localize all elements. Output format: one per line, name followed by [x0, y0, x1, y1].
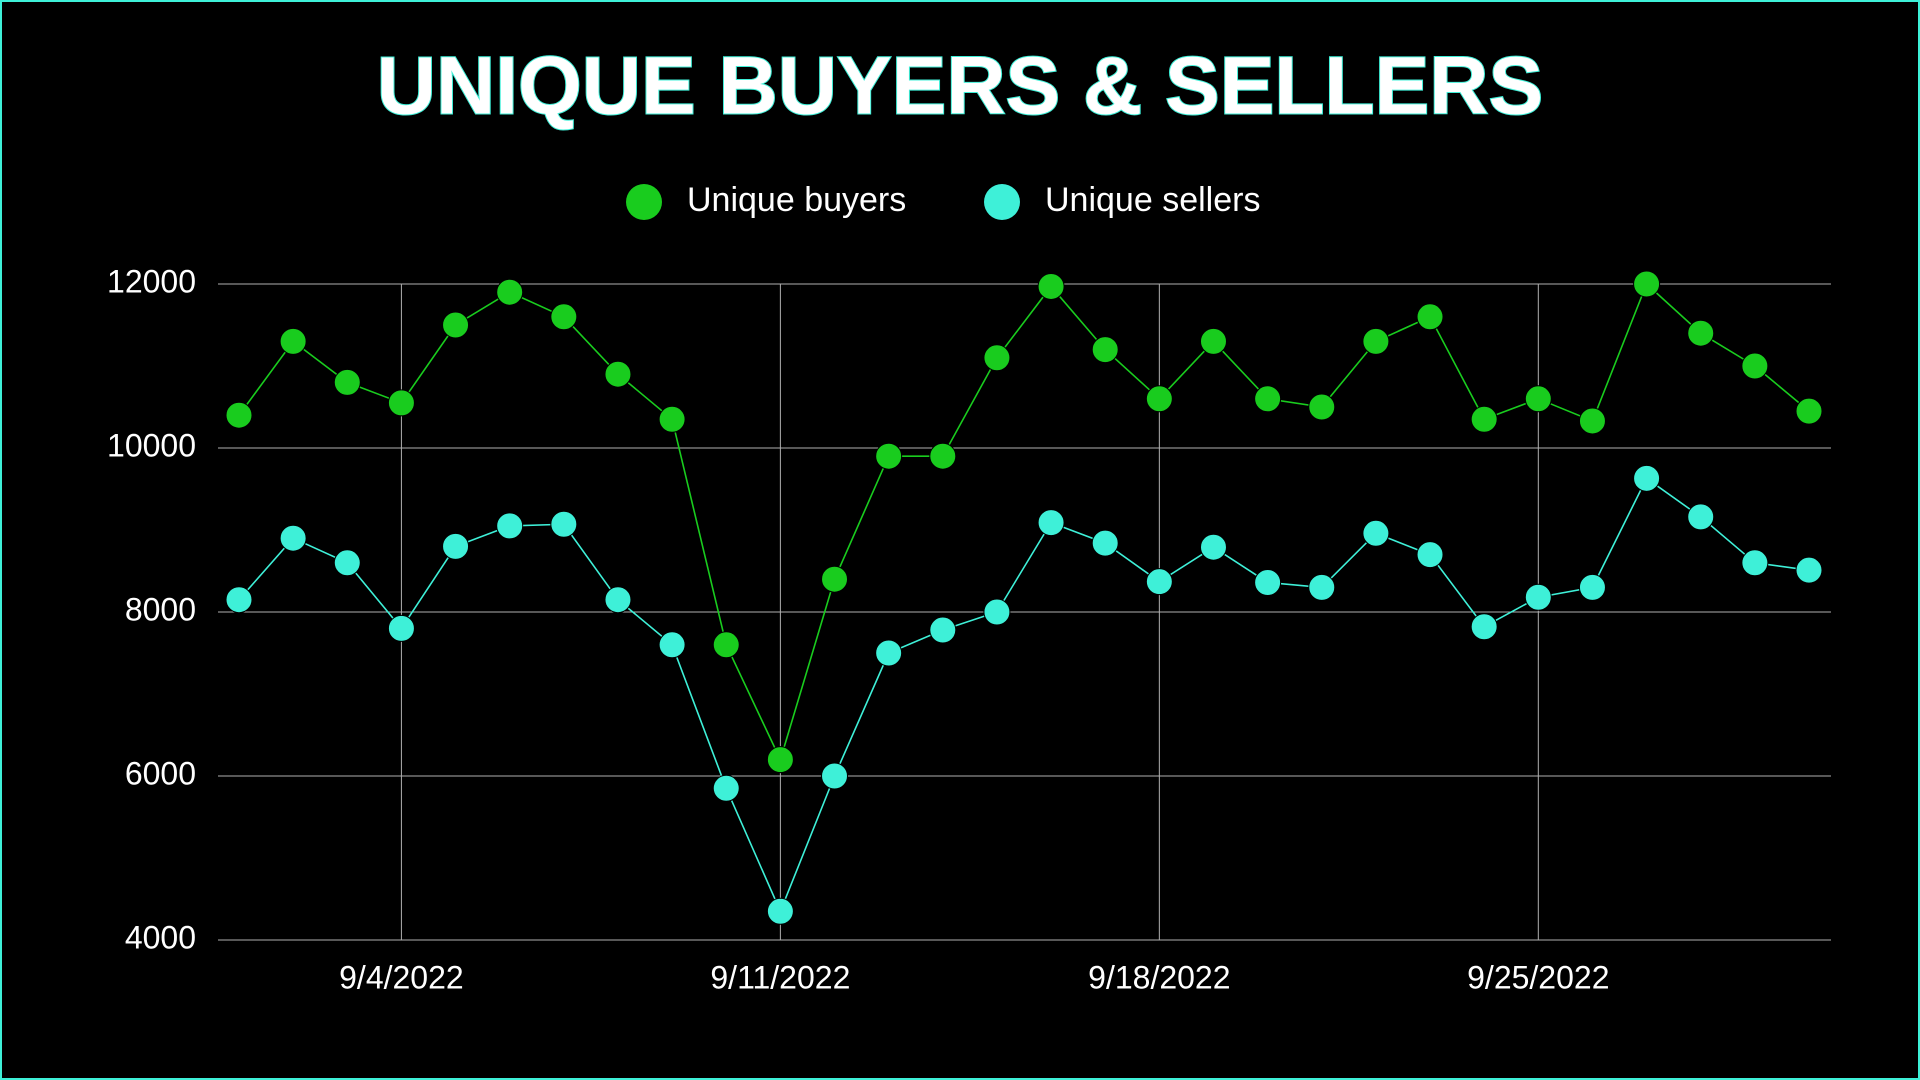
x-tick-label: 9/25/2022: [1467, 959, 1609, 995]
data-point: [1416, 541, 1444, 569]
data-point: [1091, 529, 1119, 557]
data-point: [1633, 270, 1661, 298]
data-point: [1145, 385, 1173, 413]
data-point: [442, 532, 470, 560]
data-point: [387, 389, 415, 417]
data-point: [1795, 556, 1823, 584]
data-point: [766, 897, 794, 925]
data-point: [1470, 613, 1498, 641]
data-point: [929, 442, 957, 470]
data-point: [1524, 385, 1552, 413]
data-point: [1037, 509, 1065, 537]
data-point: [1795, 397, 1823, 425]
data-point: [1741, 549, 1769, 577]
data-point: [712, 774, 740, 802]
data-point: [1037, 272, 1065, 300]
x-tick-label: 9/4/2022: [339, 959, 464, 995]
data-point: [1416, 303, 1444, 331]
data-point: [550, 303, 578, 331]
data-point: [333, 368, 361, 396]
data-point: [983, 344, 1011, 372]
data-point: [1687, 503, 1715, 531]
data-point: [1741, 352, 1769, 380]
data-point: [875, 639, 903, 667]
data-point: [333, 549, 361, 577]
data-point: [387, 614, 415, 642]
data-point: [929, 616, 957, 644]
legend-marker: [626, 184, 662, 220]
legend-marker: [984, 184, 1020, 220]
data-point: [279, 327, 307, 355]
data-point: [1254, 385, 1282, 413]
data-point: [225, 401, 253, 429]
data-point: [1199, 533, 1227, 561]
data-point: [1199, 327, 1227, 355]
data-point: [766, 746, 794, 774]
y-tick-label: 10000: [107, 427, 196, 463]
x-tick-label: 9/18/2022: [1088, 959, 1230, 995]
data-point: [1687, 319, 1715, 347]
data-point: [1145, 568, 1173, 596]
data-point: [550, 510, 578, 538]
data-point: [658, 631, 686, 659]
data-point: [983, 598, 1011, 626]
data-point: [279, 524, 307, 552]
data-point: [1633, 464, 1661, 492]
data-point: [821, 565, 849, 593]
y-tick-label: 4000: [125, 919, 196, 955]
data-point: [875, 442, 903, 470]
data-point: [1524, 583, 1552, 611]
data-point: [1254, 568, 1282, 596]
legend-label: Unique buyers: [687, 181, 906, 219]
y-tick-label: 6000: [125, 755, 196, 791]
legend-label: Unique sellers: [1045, 181, 1260, 219]
data-point: [604, 360, 632, 388]
y-tick-label: 8000: [125, 591, 196, 627]
data-point: [496, 278, 524, 306]
data-point: [1470, 405, 1498, 433]
data-point: [604, 586, 632, 614]
data-point: [496, 512, 524, 540]
data-point: [658, 405, 686, 433]
data-point: [442, 311, 470, 339]
data-point: [1308, 573, 1336, 601]
data-point: [225, 586, 253, 614]
data-point: [1362, 327, 1390, 355]
data-point: [1578, 573, 1606, 601]
data-point: [1362, 519, 1390, 547]
data-point: [712, 631, 740, 659]
data-point: [1308, 393, 1336, 421]
y-tick-label: 12000: [107, 263, 196, 299]
x-tick-label: 9/11/2022: [710, 959, 850, 995]
data-point: [1091, 336, 1119, 364]
data-point: [821, 762, 849, 790]
data-point: [1578, 407, 1606, 435]
chart-title: UNIQUE BUYERS & SELLERS: [377, 41, 1543, 132]
